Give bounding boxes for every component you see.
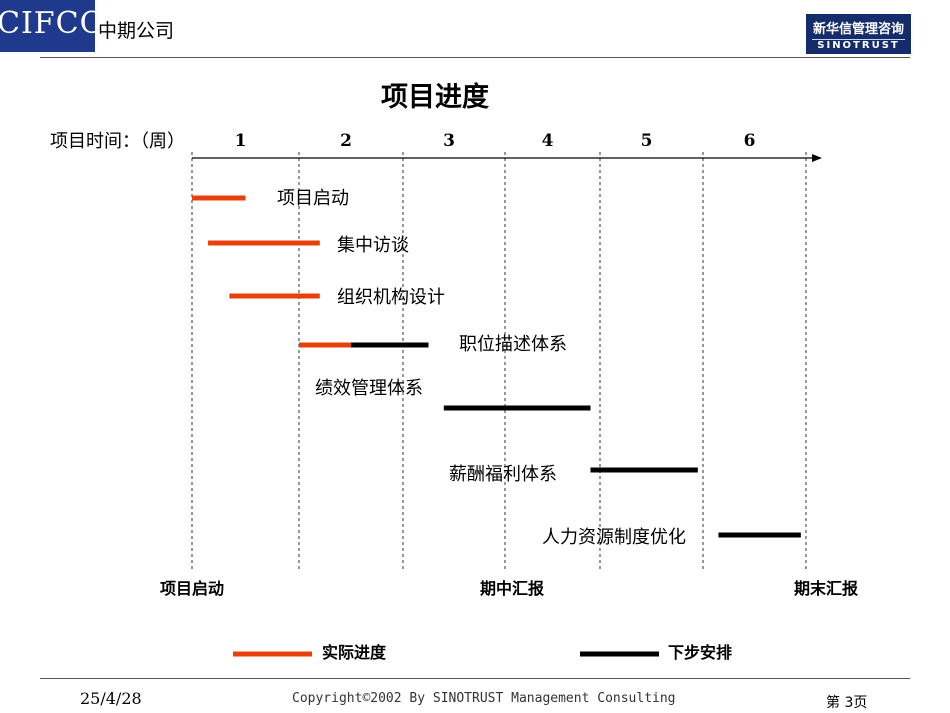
sinotrust-logo: 新华信管理咨询 SINOTRUST (806, 14, 911, 54)
company-name: 中期公司 (98, 16, 177, 43)
week-label: 1 (235, 131, 247, 151)
time-axis-label: 项目时间：（周） (50, 131, 185, 152)
week-label: 4 (542, 131, 554, 151)
page-title: 项目进度 (381, 82, 489, 113)
task-label: 人力资源制度优化 (542, 527, 686, 548)
milestone-label: 期中汇报 (480, 579, 544, 598)
logo-text: CIFCO (0, 6, 95, 41)
brand-en: SINOTRUST (812, 39, 905, 51)
week-label: 5 (641, 131, 653, 151)
week-label: 3 (443, 131, 455, 151)
task-label: 集中访谈 (337, 235, 409, 256)
task-label: 职位描述体系 (459, 334, 567, 355)
milestone-label: 期末汇报 (794, 579, 858, 598)
week-label: 6 (744, 131, 756, 151)
footer-divider (40, 678, 910, 679)
week-label: 2 (340, 131, 352, 151)
brand-cn: 新华信管理咨询 (812, 22, 904, 37)
axis-arrow (812, 154, 822, 162)
header-divider (40, 57, 910, 58)
page-number: 第 3页 (826, 695, 868, 711)
footer-copyright: Copyright©2002 By SINOTRUST Management C… (292, 691, 676, 706)
task-label: 绩效管理体系 (315, 378, 423, 399)
task-label: 项目启动 (277, 188, 349, 209)
footer-date: 25/4/28 (80, 689, 142, 708)
milestone-label: 项目启动 (160, 579, 224, 598)
legend-actual-label: 实际进度 (322, 643, 387, 662)
legend-planned-label: 下步安排 (668, 643, 732, 662)
cifco-logo: CIFCO (0, 0, 95, 52)
task-label: 薪酬福利体系 (449, 464, 557, 485)
task-label: 组织机构设计 (337, 287, 445, 308)
